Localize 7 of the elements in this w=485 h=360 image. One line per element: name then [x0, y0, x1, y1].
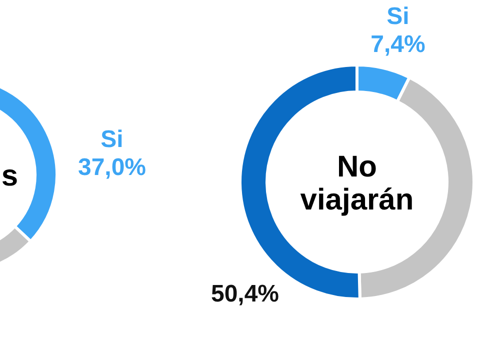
- slice-label: Si: [100, 126, 124, 154]
- data-label: 7,4%: [370, 30, 426, 58]
- slice-label: Si: [386, 3, 410, 30]
- data-label: 50,4%: [210, 280, 280, 308]
- text: No viajarán: [300, 150, 414, 216]
- text: s: [1, 160, 18, 192]
- data-label: 37,0%: [78, 154, 146, 181]
